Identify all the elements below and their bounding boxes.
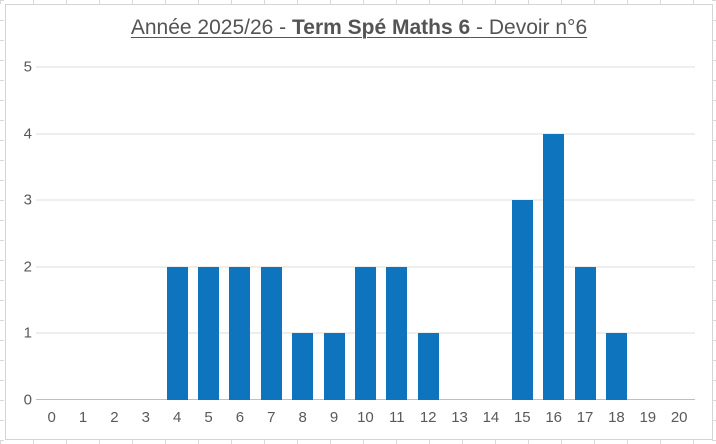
sheet-column-gridlines-top [0, 0, 716, 4]
bar-slot [67, 67, 98, 400]
y-axis-tick-label: 4 [23, 125, 32, 143]
sheet-row-gridlines-right [712, 0, 716, 444]
bar-slot [193, 67, 224, 400]
bar-slot [475, 67, 506, 400]
bar-slot [256, 67, 287, 400]
x-axis-tick-label: 18 [608, 409, 625, 426]
chart-title-suffix: - Devoir n°6 [470, 16, 588, 39]
bar-slot [287, 67, 318, 400]
x-axis-tick-label: 15 [513, 409, 531, 426]
x-axis-tick-label: 16 [545, 409, 563, 426]
chart-title-prefix: Année 2025/26 - [130, 16, 293, 39]
bar-grade-4[interactable] [166, 266, 188, 400]
x-axis-tick-label: 2 [110, 409, 119, 426]
chart-area[interactable]: Année 2025/26 - Term Spé Maths 6 - Devoi… [5, 4, 713, 440]
x-axis-tick-label: 11 [389, 409, 405, 426]
bar-grade-17[interactable] [574, 266, 596, 400]
bar-grade-15[interactable] [511, 200, 533, 400]
plot-area [36, 66, 695, 400]
x-axis-tick-label: 1 [78, 409, 88, 426]
x-axis-tick-label: 0 [47, 409, 56, 426]
bar-slot [36, 67, 67, 400]
x-axis-tick-label: 10 [357, 409, 374, 426]
x-axis-tick-label: 17 [576, 409, 594, 426]
x-axis-tick-label: 14 [482, 409, 500, 426]
bar-grade-5[interactable] [198, 266, 220, 400]
y-axis-tick-label: 3 [23, 191, 32, 209]
x-axis-tick-label: 5 [204, 409, 213, 426]
bar-slot [444, 67, 475, 400]
gridline [36, 66, 695, 68]
bar-slot [664, 67, 695, 400]
bar-slot [413, 67, 444, 400]
x-axis-tick-label: 3 [141, 409, 150, 426]
sheet-row-gridlines-left [0, 0, 4, 444]
bar-slot [601, 67, 632, 400]
bar-slot [162, 67, 193, 400]
x-axis-tick-label: 20 [670, 409, 688, 426]
x-axis-tick-label: 8 [298, 409, 307, 426]
gridline [36, 133, 695, 135]
x-axis-tick-label: 13 [451, 409, 468, 426]
chart-title-class-name: Term Spé Maths 6 [292, 16, 471, 39]
bar-slot [130, 67, 161, 400]
x-axis-labels: 0 1 2 3 4 5 6 7 8 9 10 11 12 13 14 15 16 17 18 19 20 [36, 409, 695, 427]
bars [36, 67, 695, 400]
y-axis-tick-label: 2 [23, 258, 32, 276]
bar-slot [538, 67, 569, 400]
y-axis-tick-label: 1 [23, 324, 32, 342]
bar-grade-7[interactable] [260, 266, 282, 400]
bar-grade-16[interactable] [543, 133, 565, 400]
x-axis-tick-label: 4 [173, 409, 182, 426]
bar-grade-8[interactable] [292, 333, 314, 400]
bar-slot [507, 67, 538, 400]
bar-grade-10[interactable] [354, 266, 376, 400]
x-axis-tick-label: 19 [639, 409, 657, 426]
gridline [36, 199, 695, 201]
bar-slot [224, 67, 255, 400]
x-axis-tick-label: 9 [329, 409, 339, 426]
sheet-column-gridlines-bottom [0, 440, 716, 444]
bar-slot [381, 67, 412, 400]
bar-grade-12[interactable] [417, 333, 439, 400]
bar-grade-18[interactable] [605, 333, 627, 400]
bar-slot [350, 67, 381, 400]
x-axis-tick-label: 6 [235, 409, 245, 426]
bar-slot [318, 67, 349, 400]
y-axis-tick-label: 0 [23, 391, 32, 409]
x-axis-tick-label: 7 [267, 409, 276, 426]
y-axis-tick-label: 5 [23, 58, 32, 76]
y-axis-labels: 0 1 2 3 4 5 [6, 60, 32, 408]
bar-slot [632, 67, 663, 400]
bar-slot [99, 67, 130, 400]
bar-grade-9[interactable] [323, 333, 345, 400]
bar-grade-6[interactable] [229, 266, 251, 400]
bar-slot [569, 67, 600, 400]
bar-grade-11[interactable] [386, 266, 408, 400]
chart-title: Année 2025/26 - Term Spé Maths 6 - Devoi… [6, 14, 712, 41]
x-axis-tick-label: 12 [419, 409, 437, 426]
